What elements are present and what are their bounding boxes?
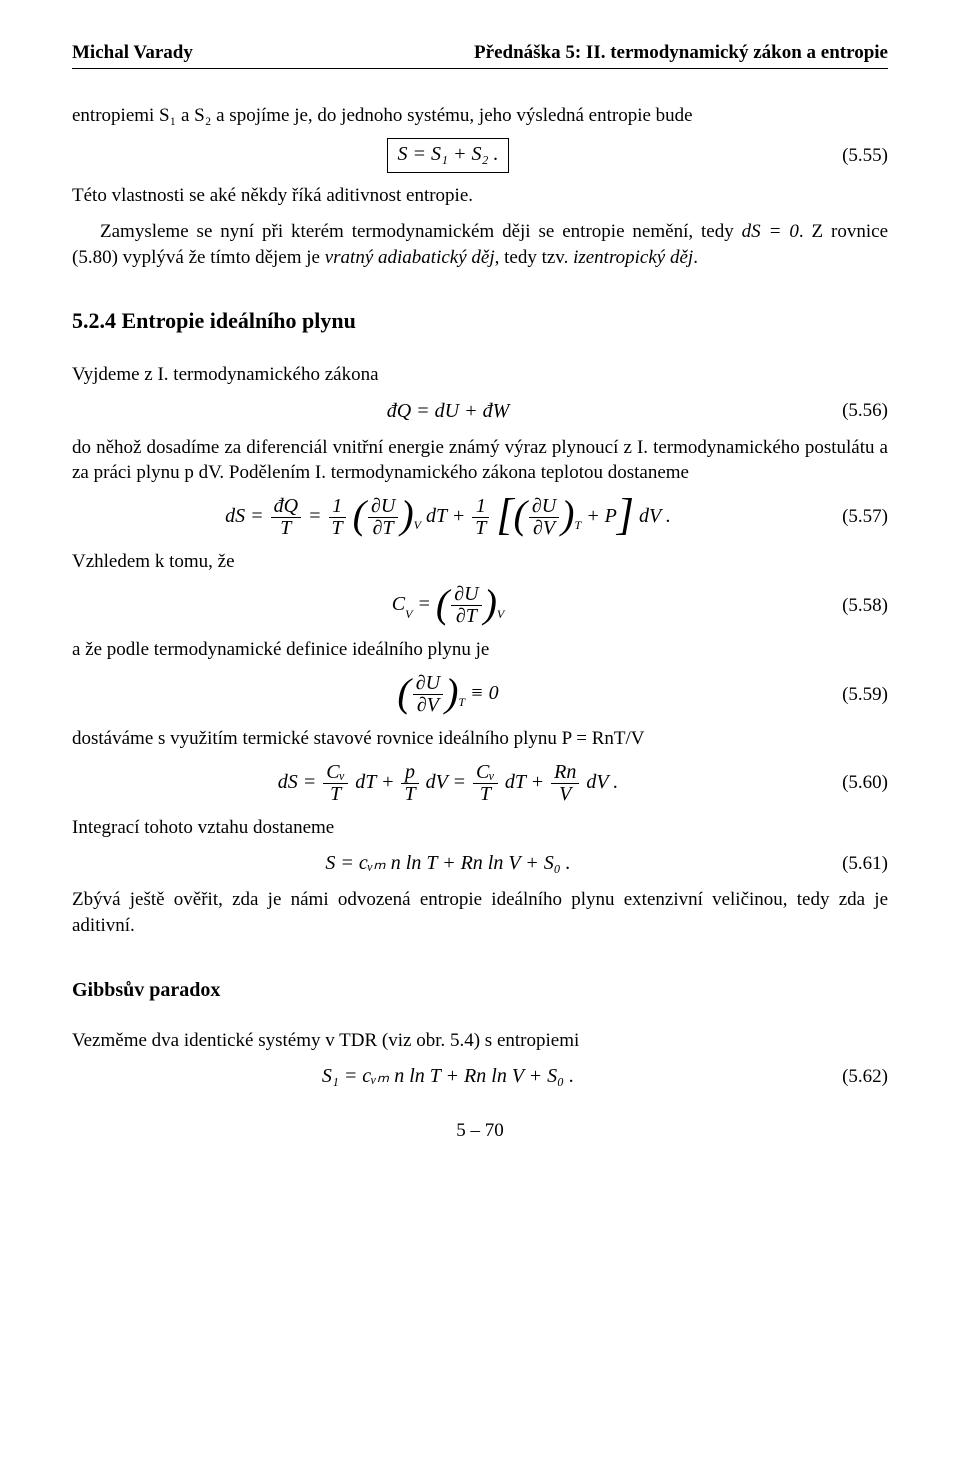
paragraph-additivity: Této vlastnosti se aké někdy říká aditiv…: [72, 183, 888, 209]
equation-5-62: S₁ = cᵥₘ n ln T + Rn ln V + S₀ . (5.62): [72, 1063, 888, 1090]
gibbs-heading: Gibbsův paradox: [72, 977, 888, 1004]
paragraph-first-law: Vyjdeme z I. termodynamického zákona: [72, 362, 888, 388]
equation-5-57: dS = đQT = 1T (∂U∂T)V dT + 1T [(∂U∂V)T +…: [72, 496, 888, 539]
eq61-num: (5.61): [824, 851, 888, 877]
paragraph-ideal-def: a že podle termodynamické definice ideál…: [72, 637, 888, 663]
paragraph-substitute: do něhož dosadíme za diferenciál vnitřní…: [72, 435, 888, 486]
paragraph-state-eq: dostáváme s využitím termické stavové ro…: [72, 726, 888, 752]
equation-5-59: (∂U∂V)T ≡ 0 (5.59): [72, 673, 888, 716]
eq59-num: (5.59): [824, 682, 888, 708]
paragraph-gibbs: Vezměme dva identické systémy v TDR (viz…: [72, 1028, 888, 1054]
eq60-num: (5.60): [824, 770, 888, 796]
eq57-num: (5.57): [824, 504, 888, 530]
page-footer: 5 – 70: [72, 1118, 888, 1144]
eq61-body: S = cᵥₘ n ln T + Rn ln V + S₀ .: [72, 850, 824, 877]
header-rule: [72, 68, 888, 69]
eq62-body: S₁ = cᵥₘ n ln T + Rn ln V + S₀ .: [72, 1063, 824, 1090]
eq55-body: S = S₁ + S₂ .: [387, 138, 510, 173]
eq56-body: đQ = dU + đW: [72, 398, 824, 425]
equation-5-58: CV = (∂U∂T)V (5.58): [72, 584, 888, 627]
eq56-num: (5.56): [824, 398, 888, 424]
section-heading: 5.2.4 Entropie ideálního plynu: [72, 306, 888, 336]
paragraph-intro: entropiemi S₁ a S₂ a spojíme je, do jedn…: [72, 103, 888, 129]
eq55-num: (5.55): [824, 143, 888, 169]
header-left: Michal Varady: [72, 40, 193, 66]
paragraph-isentropic: Zamysleme se nyní při kterém termodynami…: [72, 219, 888, 270]
eq62-num: (5.62): [824, 1064, 888, 1090]
paragraph-integrate: Integrací tohoto vztahu dostaneme: [72, 815, 888, 841]
equation-5-60: dS = CᵥT dT + pT dV = CᵥT dT + RnV dV . …: [72, 762, 888, 805]
paragraph-verify: Zbývá ještě ověřit, zda je námi odvozená…: [72, 887, 888, 938]
equation-5-55: S = S₁ + S₂ . (5.55): [72, 138, 888, 173]
equation-5-61: S = cᵥₘ n ln T + Rn ln V + S₀ . (5.61): [72, 850, 888, 877]
header-right: Přednáška 5: II. termodynamický zákon a …: [474, 40, 888, 66]
paragraph-given: Vzhledem k tomu, že: [72, 549, 888, 575]
equation-5-56: đQ = dU + đW (5.56): [72, 398, 888, 425]
eq58-num: (5.58): [824, 593, 888, 619]
